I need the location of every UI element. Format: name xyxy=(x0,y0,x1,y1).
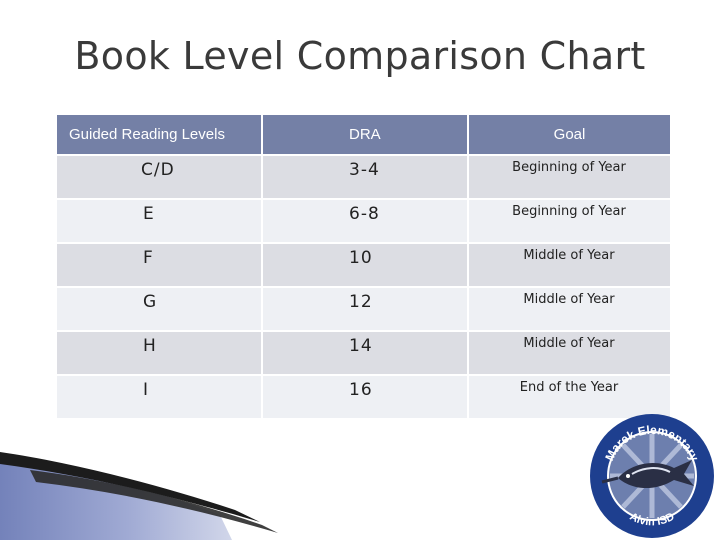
cell-goal: Beginning of Year xyxy=(467,198,672,244)
cell-guided-level: I xyxy=(55,374,263,420)
table-row: C/D 3-4 Beginning of Year xyxy=(55,154,672,200)
cell-guided-level: H xyxy=(55,330,263,376)
cell-dra: 14 xyxy=(261,330,469,376)
school-logo: Marek Elementary Alvin ISD xyxy=(590,414,714,538)
table-header-row: Guided Reading Levels DRA Goal xyxy=(55,113,672,156)
cell-dra: 3-4 xyxy=(261,154,469,200)
table-row: I 16 End of the Year xyxy=(55,374,672,420)
cell-dra: 6-8 xyxy=(261,198,469,244)
comparison-table: Guided Reading Levels DRA Goal C/D 3-4 B… xyxy=(55,113,672,420)
cell-guided-level: G xyxy=(55,286,263,332)
cell-dra: 10 xyxy=(261,242,469,288)
header-guided-reading-levels: Guided Reading Levels xyxy=(55,113,263,156)
table-row: H 14 Middle of Year xyxy=(55,330,672,376)
cell-goal: Middle of Year xyxy=(467,286,672,332)
cell-goal: Middle of Year xyxy=(467,330,672,376)
header-goal: Goal xyxy=(467,113,672,156)
cell-goal: Middle of Year xyxy=(467,242,672,288)
marlin-icon xyxy=(618,460,694,489)
cell-dra: 16 xyxy=(261,374,469,420)
table-row: G 12 Middle of Year xyxy=(55,286,672,332)
cell-guided-level: C/D xyxy=(55,154,263,200)
cell-guided-level: E xyxy=(55,198,263,244)
page-title: Book Level Comparison Chart xyxy=(74,34,646,78)
cell-goal: Beginning of Year xyxy=(467,154,672,200)
header-dra: DRA xyxy=(261,113,469,156)
table-row: F 10 Middle of Year xyxy=(55,242,672,288)
cell-guided-level: F xyxy=(55,242,263,288)
cell-goal: End of the Year xyxy=(467,374,672,420)
logo-bottom-text: Alvin ISD xyxy=(628,511,677,529)
cell-dra: 12 xyxy=(261,286,469,332)
table-row: E 6-8 Beginning of Year xyxy=(55,198,672,244)
